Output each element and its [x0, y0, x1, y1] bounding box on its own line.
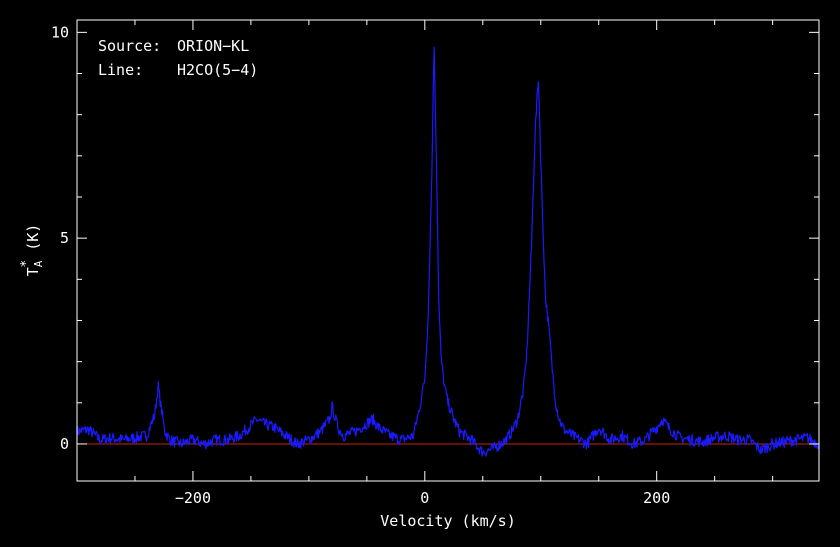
y-tick-label: 0 — [60, 435, 69, 453]
line-label: Line: — [98, 61, 143, 79]
x-axis-label: Velocity (km/s) — [380, 512, 515, 530]
plot-marks — [76, 46, 820, 457]
x-tick-label: −200 — [175, 489, 211, 507]
x-tick-label: 0 — [420, 489, 429, 507]
y-axis-label: TA* (K) — [19, 224, 45, 277]
line-value: H2CO(5−4) — [177, 61, 258, 79]
y-tick-label: 10 — [51, 23, 69, 41]
y-tick-label: 5 — [60, 229, 69, 247]
x-tick-label: 200 — [643, 489, 670, 507]
y-axis-label-main: T — [24, 267, 42, 276]
axis-ticks: −200 0 200 0 5 10 — [51, 20, 819, 507]
source-value: ORION−KL — [177, 37, 249, 55]
source-label: Source: — [98, 37, 161, 55]
y-axis-label-sub: A — [32, 260, 45, 267]
svg-text:TA* (K): TA* (K) — [19, 224, 45, 277]
spectrum-line — [76, 46, 820, 457]
plot-frame — [76, 19, 820, 482]
y-axis-label-sup: * — [19, 260, 34, 268]
y-axis-label-unit: (K) — [24, 224, 42, 260]
